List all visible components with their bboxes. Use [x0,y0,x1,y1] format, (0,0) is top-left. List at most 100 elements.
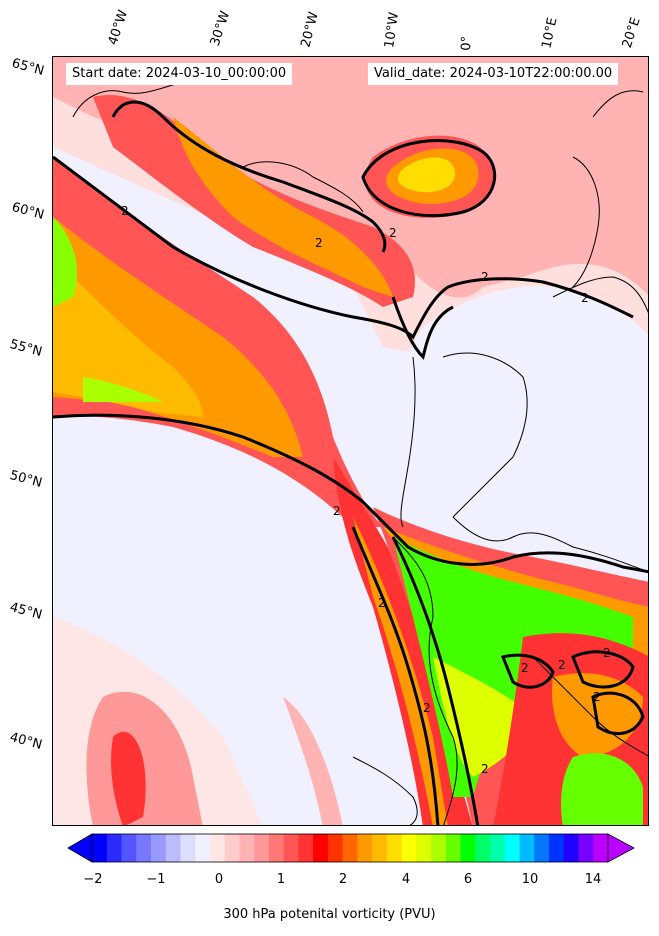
colorbar-swatch [150,834,167,862]
high-pv-north-band [53,57,648,298]
colorbar-swatch [327,834,344,862]
colorbar-swatch [563,834,580,862]
colorbar-extend-high [607,833,635,863]
colorbar-border [91,833,609,863]
contour-label-se-1: 2 [521,661,529,675]
colorbar-swatch [386,834,403,862]
contour-label-trough-2: 2 [378,596,386,610]
contour-east-uk [391,296,454,360]
colorbar-swatch [460,834,476,862]
colorbar-swatch [121,834,137,862]
pv-map: 2 2 2 2 2 2 2 2 2 2 2 2 2 [53,57,648,825]
contour-jet-south [53,413,648,574]
colorbar-extend-low [67,833,93,863]
colorbar-swatch [239,834,255,862]
lon-label-30w: 30°W [207,9,234,48]
colorbar-swatch [357,834,373,862]
contour-labels: 2 2 2 2 2 2 2 2 2 2 2 2 2 [121,204,611,776]
colorbar-tick-label: 1 [276,872,286,887]
lat-label-60n: 60°N [10,200,46,223]
valid-date-label: Valid_date: 2024-03-10T22:00:00.00 [368,63,619,85]
green-patches-southeast [561,753,643,825]
colorbar-swatch [593,834,609,862]
lon-label-0: 0° [459,35,475,51]
contour-label-east: 2 [481,270,489,284]
colorbar-swatch [106,834,122,862]
colorbar-swatch [224,834,240,862]
colorbar-swatch [342,834,358,862]
lon-label-20e: 20°E [619,15,644,51]
colorbar-swatch [431,834,447,862]
contour-label-trough-3: 2 [423,701,431,715]
contour-trough-east [391,536,480,825]
colorbar-swatch [504,834,521,862]
lon-label-10w: 10°W [382,11,402,49]
colorbar-swatch [254,834,270,862]
colorbar-swatch [475,834,491,862]
colorbar-swatch [283,834,299,862]
yellow-jet-band [53,257,203,417]
pv-2-contours [53,100,648,825]
colorbar-swatch [549,834,565,862]
colorbar-swatch [136,834,152,862]
contour-label-norway: 2 [581,291,589,305]
contour-iceland-ring [361,139,497,218]
contour-southeast-2 [571,650,635,689]
colorbar-tick-label: −1 [146,872,166,887]
red-blob-southwest [111,731,146,825]
lon-label-10e: 10°E [539,16,561,51]
trough-band-orange [353,517,448,825]
colorbar-swatch [92,834,108,862]
colorbar-tick-label: 2 [338,872,348,887]
colorbar-swatch [165,834,181,862]
colorbar-swatch [578,834,594,862]
colorbar-swatch [519,834,535,862]
colorbar-swatch [416,834,432,862]
colorbar-swatch [313,834,329,862]
colorbar [67,833,635,863]
contour-label-trough: 2 [333,504,341,518]
map-panel[interactable]: 2 2 2 2 2 2 2 2 2 2 2 2 2 [52,56,649,826]
colorbar-swatch [209,834,226,862]
contour-label-iceland: 2 [389,226,397,240]
colorbar-swatch [534,834,550,862]
colorbar-tick-label: 4 [401,872,411,887]
green-jet-patch-2 [83,377,163,402]
contour-label-north: 2 [121,204,129,218]
colorbar-swatch [298,834,314,862]
lat-label-40n: 40°N [8,730,44,753]
contour-southeast [500,653,555,689]
lat-label-65n: 65°N [10,56,46,79]
pink-arc-south [283,697,343,825]
colorbar-swatch [195,834,211,862]
colorbar-label: 300 hPa potenital vorticity (PVU) [223,907,436,922]
colorbar-swatch [401,834,417,862]
lat-label-50n: 50°N [8,468,44,491]
lat-label-45n: 45°N [8,600,44,623]
contour-label-se-2: 2 [558,658,566,672]
contour-label-se-3: 2 [603,646,611,660]
lat-label-55n: 55°N [8,337,44,360]
contour-label-se-4: 2 [593,690,601,704]
start-date-label: Start date: 2024-03-10_00:00:00 [66,63,293,85]
lon-label-20w: 20°W [298,10,322,49]
green-jet-patch [53,217,77,307]
coastlines [72,81,648,825]
contour-north-upper [111,100,387,253]
colorbar-tick-label: 10 [521,872,539,887]
pv-maximum-north-peak [397,157,456,193]
contour-label-mid: 2 [315,236,323,250]
colorbar-swatch [490,834,506,862]
contour-label-trough-4: 2 [481,762,489,776]
colorbar-swatch [268,834,285,862]
colorbar-swatch [372,834,388,862]
contour-north [53,155,634,340]
contour-trough [351,526,440,825]
colorbar-swatch [445,834,462,862]
colorbar-tick-label: −2 [83,872,103,887]
lon-label-40w: 40°W [105,8,132,47]
colorbar-tick-label: 14 [584,872,602,887]
colorbar-tick-label: 0 [214,872,224,887]
colorbar-tick-label: 6 [463,872,473,887]
contour-southeast-3 [591,691,645,736]
